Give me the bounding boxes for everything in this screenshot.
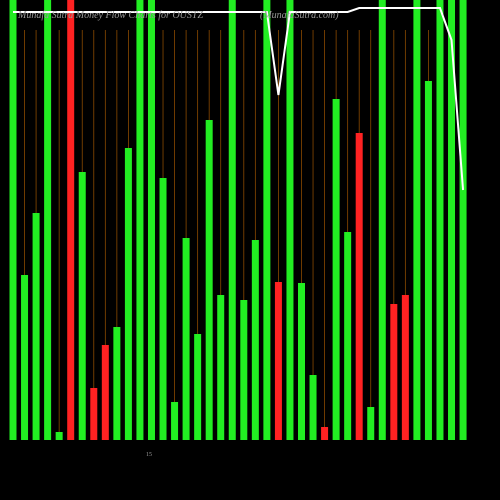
bar bbox=[44, 0, 52, 440]
bar bbox=[159, 178, 167, 440]
chart-subtitle: (MunafaSutra.com) bbox=[260, 10, 339, 21]
bar bbox=[263, 0, 271, 440]
bar bbox=[344, 232, 352, 440]
bar bbox=[67, 0, 75, 440]
bar bbox=[90, 388, 98, 440]
bar bbox=[390, 304, 398, 440]
bar bbox=[32, 213, 40, 440]
bar bbox=[113, 327, 121, 440]
bar bbox=[355, 133, 363, 440]
bar bbox=[182, 238, 190, 440]
bar bbox=[9, 0, 17, 440]
bar bbox=[55, 432, 63, 440]
bar bbox=[298, 283, 305, 440]
annotation: 15 bbox=[146, 452, 152, 458]
bar bbox=[286, 0, 294, 440]
bar bbox=[459, 0, 467, 440]
bar bbox=[147, 0, 155, 440]
bar bbox=[448, 0, 456, 440]
bars bbox=[9, 0, 467, 440]
bar bbox=[309, 375, 317, 440]
bar bbox=[251, 240, 259, 440]
bar bbox=[240, 300, 248, 440]
bar bbox=[367, 407, 375, 440]
bar bbox=[101, 345, 109, 440]
bar bbox=[205, 120, 213, 440]
money-flow-line bbox=[13, 7, 465, 191]
bar bbox=[424, 81, 432, 440]
bar bbox=[78, 172, 86, 440]
bar bbox=[321, 427, 329, 440]
bar bbox=[136, 0, 144, 440]
chart-title: Munafa Sutra Money Flow Charts for OUSTZ bbox=[17, 10, 203, 21]
bar bbox=[21, 275, 29, 440]
bar bbox=[228, 0, 236, 440]
bar bbox=[436, 0, 444, 440]
bar bbox=[217, 295, 225, 440]
bar bbox=[378, 0, 386, 440]
bar bbox=[401, 295, 409, 440]
bar bbox=[274, 282, 282, 440]
bar bbox=[171, 402, 179, 440]
bar bbox=[194, 334, 202, 440]
bar bbox=[124, 148, 132, 440]
bar bbox=[413, 0, 421, 440]
lines bbox=[13, 7, 465, 191]
bar bbox=[332, 99, 340, 440]
